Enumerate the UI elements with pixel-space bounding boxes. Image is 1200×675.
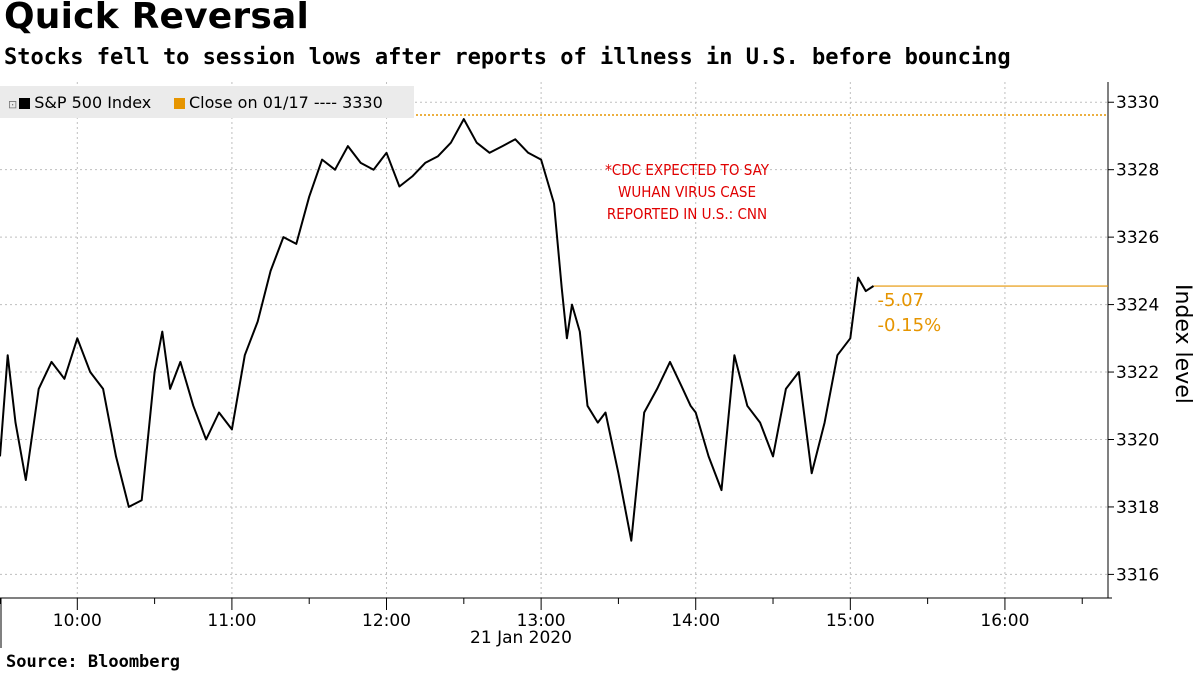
y-axis-title: Index level [1170, 284, 1195, 404]
chart-subtitle: Stocks fell to session lows after report… [4, 45, 1011, 70]
x-tick-label: 13:00 [517, 611, 566, 631]
x-axis-date-label: 21 Jan 2020 [470, 628, 572, 648]
x-tick-label: 10:00 [53, 611, 102, 631]
x-tick-label: 12:00 [362, 611, 411, 631]
change-points-label: -5.07 [878, 290, 925, 311]
chart-title: Quick Reversal [4, 0, 310, 37]
legend-item-series[interactable]: ⊡ S&P 500 Index [8, 93, 151, 112]
x-tick-label: 11:00 [207, 611, 256, 631]
y-tick-label: 3326 [1116, 228, 1159, 248]
y-tick-label: 3322 [1116, 363, 1159, 383]
annotation-line: *CDC EXPECTED TO SAY [605, 161, 770, 179]
legend-item-reference[interactable]: Close on 01/17 ---- 3330 [174, 93, 383, 112]
annotation-line: REPORTED IN U.S.: CNN [607, 205, 767, 223]
reference-swatch [174, 98, 185, 109]
legend-reference-label: Close on 01/17 ---- 3330 [189, 93, 383, 112]
change-percent-label: -0.15% [878, 315, 942, 336]
legend: ⊡ S&P 500 Index Close on 01/17 ---- 3330 [0, 86, 414, 118]
y-tick-label: 3320 [1116, 430, 1159, 450]
series-swatch [19, 98, 31, 109]
y-tick-label: 3316 [1116, 565, 1159, 585]
y-tick-label: 3324 [1116, 296, 1159, 316]
x-tick-label: 15:00 [826, 611, 875, 631]
source-note: Source: Bloomberg [6, 652, 180, 672]
y-tick-label: 3330 [1116, 93, 1159, 113]
y-tick-label: 3318 [1116, 498, 1159, 518]
drag-handle-icon: ⊡ [8, 98, 18, 111]
annotation-line: WUHAN VIRUS CASE [618, 183, 756, 201]
y-tick-label: 3328 [1116, 161, 1159, 181]
x-tick-label: 14:00 [671, 611, 720, 631]
series-line-sp500 [0, 118, 875, 542]
x-tick-label: 16:00 [980, 611, 1029, 631]
legend-series-label: S&P 500 Index [34, 93, 152, 112]
